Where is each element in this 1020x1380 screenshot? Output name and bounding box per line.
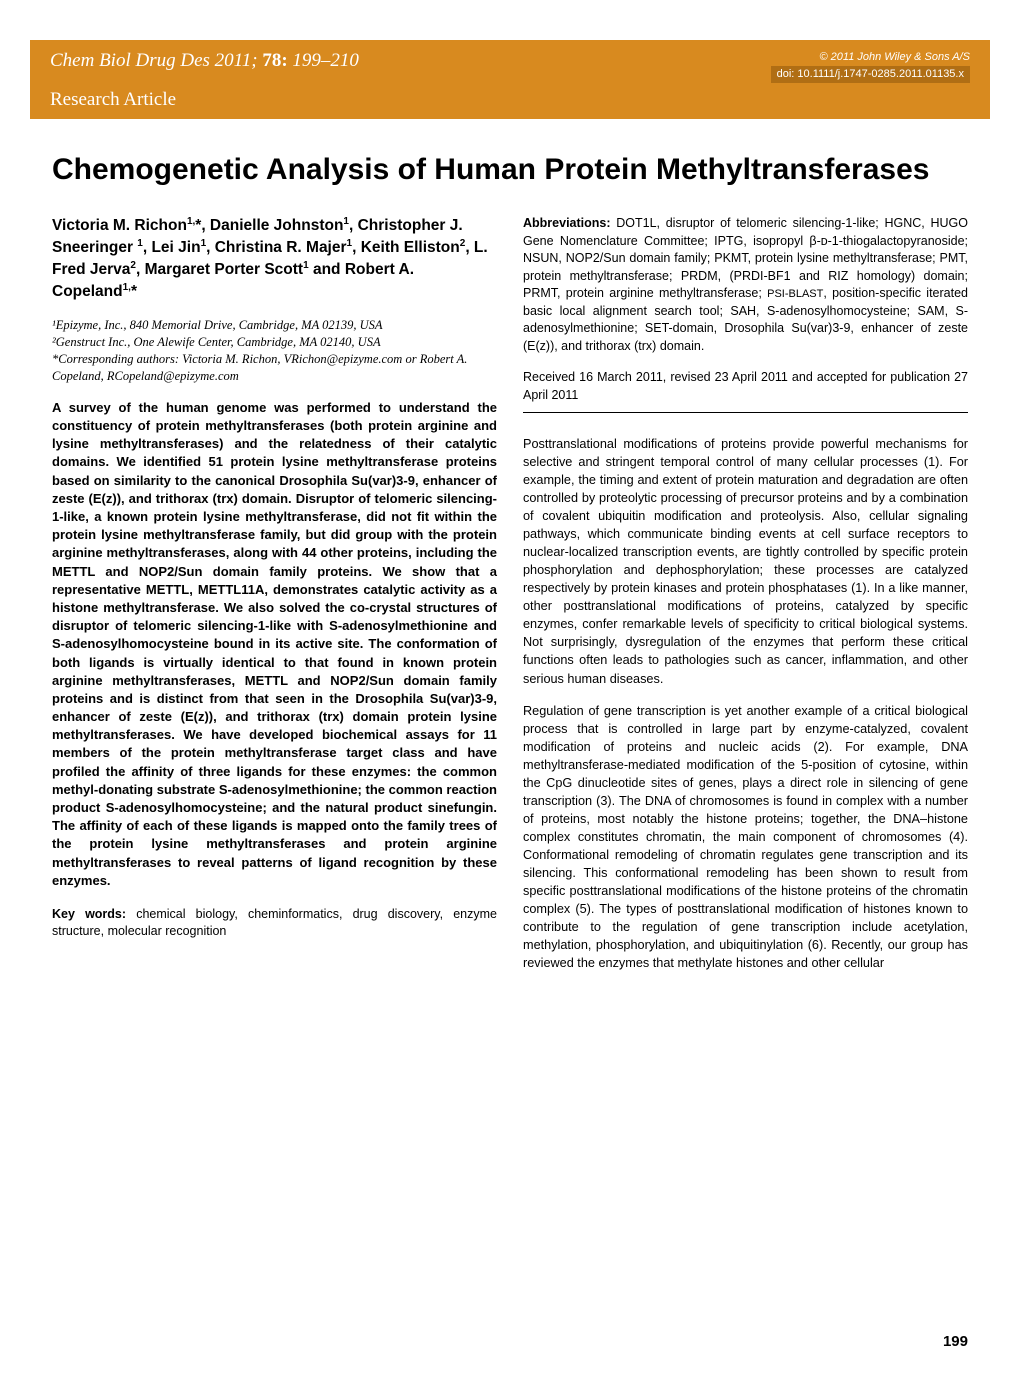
keywords-block: Key words: chemical biology, cheminforma…	[52, 906, 497, 941]
abstract-text: A survey of the human genome was perform…	[52, 399, 497, 890]
two-column-layout: Victoria M. Richon1,*, Danielle Johnston…	[52, 215, 968, 986]
keywords-label: Key words:	[52, 907, 126, 921]
page-content: Chemogenetic Analysis of Human Protein M…	[0, 119, 1020, 986]
abbreviations-text: DOT1L, disruptor of telomeric silencing-…	[523, 216, 968, 353]
journal-name: Chem Biol Drug Des 2011;	[50, 50, 262, 71]
affiliation-line: ¹Epizyme, Inc., 840 Memorial Drive, Camb…	[52, 317, 497, 334]
copyright-line: © 2011 John Wiley & Sons A/S	[771, 50, 970, 64]
article-type-label: Research Article	[50, 89, 970, 111]
affiliations-block: ¹Epizyme, Inc., 840 Memorial Drive, Camb…	[52, 317, 497, 385]
journal-volume: 78:	[262, 50, 287, 71]
affiliation-line: ²Genstruct Inc., One Alewife Center, Cam…	[52, 334, 497, 351]
journal-pages: 199–210	[288, 50, 359, 71]
author-list: Victoria M. Richon1,*, Danielle Johnston…	[52, 215, 497, 303]
left-column: Victoria M. Richon1,*, Danielle Johnston…	[52, 215, 497, 986]
body-paragraph: Regulation of gene transcription is yet …	[523, 702, 968, 972]
affiliation-line: *Corresponding authors: Victoria M. Rich…	[52, 351, 497, 385]
doi-box: doi: 10.1111/j.1747-0285.2011.01135.x	[771, 66, 970, 82]
journal-header-band: Chem Biol Drug Des 2011; 78: 199–210 © 2…	[30, 40, 990, 119]
right-column: Abbreviations: DOT1L, disruptor of telom…	[523, 215, 968, 986]
received-dates: Received 16 March 2011, revised 23 April…	[523, 369, 968, 413]
header-top-row: Chem Biol Drug Des 2011; 78: 199–210 © 2…	[50, 50, 970, 83]
page-number: 199	[943, 1333, 968, 1350]
abbreviations-block: Abbreviations: DOT1L, disruptor of telom…	[523, 215, 968, 355]
journal-citation: Chem Biol Drug Des 2011; 78: 199–210	[50, 50, 359, 72]
body-text-block: Posttranslational modifications of prote…	[523, 435, 968, 972]
body-paragraph: Posttranslational modifications of prote…	[523, 435, 968, 687]
article-title: Chemogenetic Analysis of Human Protein M…	[52, 153, 968, 188]
header-right-block: © 2011 John Wiley & Sons A/S doi: 10.111…	[771, 50, 970, 83]
abbreviations-label: Abbreviations:	[523, 216, 611, 230]
